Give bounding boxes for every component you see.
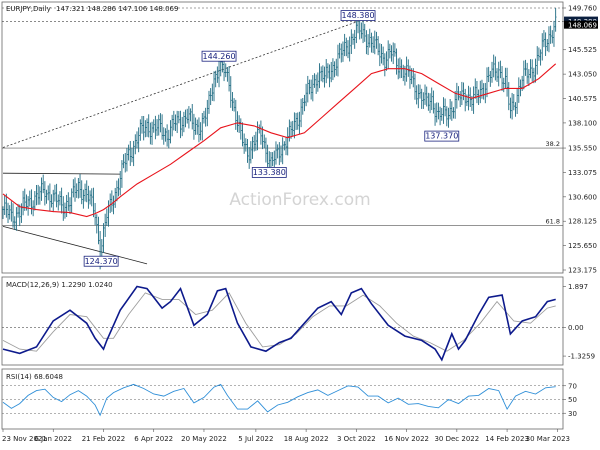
x-tick-label: 16 Nov 2022: [384, 435, 429, 443]
annotation-box: [251, 167, 287, 178]
price-annotations: 124.370 144.260 133.380 148.380 137.370: [83, 10, 460, 267]
price-y-tick-label: 128.125: [568, 218, 597, 226]
rsi-y-tick-label: 30: [568, 410, 577, 418]
rsi-lines: [2, 383, 556, 417]
annotation-box: [424, 130, 460, 142]
price-y-tick-label: 123.175: [568, 267, 597, 275]
price-y-tick-label: 130.600: [568, 193, 597, 201]
rsi-y-tick-label: 70: [568, 382, 577, 390]
last-price-label: 148.069: [568, 22, 597, 30]
price-title-ohlc: 147.321 148.286 147.106 148.069: [56, 5, 178, 13]
price-title: EURJPY,Daily 147.321 148.286 147.106 148…: [6, 5, 178, 13]
price-y-tick-label: 145.525: [568, 46, 597, 54]
trend-dotted-line: [2, 21, 359, 148]
macd-signal-line: [2, 292, 556, 352]
macd-panel-frame: [1, 276, 564, 366]
price-y-tick-label: 135.550: [568, 145, 597, 153]
macd-y-tick-label: 0.00: [568, 324, 584, 332]
macd-panel: MACD(12,26,9) 1.2290 1.0240: [1, 276, 564, 366]
rsi-line: [2, 383, 556, 417]
x-tick-label: 6 Apr 2022: [134, 435, 173, 443]
x-tick-label: 21 Feb 2022: [82, 435, 126, 443]
macd-lines: [2, 285, 556, 362]
price-moving-average: [2, 63, 557, 218]
macd-title: MACD(12,26,9) 1.2290 1.0240: [6, 281, 113, 289]
price-panel: 38.261.8 ActionForex.com 124.370144.2601…: [1, 1, 564, 274]
fib-level-label: 38.2: [546, 140, 560, 148]
x-tick-label: 20 May 2022: [181, 435, 227, 443]
price-y-tick-label: 140.575: [568, 95, 597, 103]
x-tick-label: 23 Nov 2021: [2, 435, 47, 443]
annotation-label: 137.370: [425, 132, 458, 141]
price-y-tick-label: 133.075: [568, 169, 597, 177]
annotation-label: 148.380: [341, 11, 374, 20]
x-tick-label: 14 Feb 2023: [485, 435, 529, 443]
rsi-grid: [2, 385, 563, 414]
x-tick-label: 18 Aug 2022: [284, 435, 329, 443]
macd-main-line: [2, 285, 556, 362]
annotation-label: 124.370: [85, 257, 118, 266]
annotation-box: [201, 50, 237, 62]
price-title-symbol: EURJPY,Daily: [6, 5, 51, 13]
x-tick-label: 6 Jan 2022: [34, 435, 72, 443]
rsi-panel: RSI(14) 68.6048: [1, 368, 564, 430]
x-tick-label: 30 Dec 2022: [434, 435, 479, 443]
price-y-tick-label: 125.650: [568, 242, 597, 250]
price-y-tick-label: 138.100: [568, 119, 597, 127]
price-y-tick-label: 143.050: [568, 71, 597, 79]
x-tick-label: 5 Jul 2022: [238, 435, 273, 443]
annotation-box: [83, 255, 119, 267]
annotation-label: 133.380: [253, 168, 286, 177]
annotation-box: [340, 10, 376, 22]
watermark: ActionForex.com: [229, 190, 370, 210]
y-axes: 149.760148.380145.525143.050140.575138.1…: [563, 5, 598, 418]
rsi-y-tick-label: 50: [568, 396, 577, 404]
annotation-label: 144.260: [202, 52, 235, 61]
rsi-panel-frame: [1, 368, 564, 430]
rsi-title: RSI(14) 68.6048: [6, 373, 63, 381]
channel-top-line: [2, 172, 121, 175]
x-tick-label: 3 Oct 2022: [337, 435, 376, 443]
price-y-tick-label: 149.760: [568, 5, 597, 13]
price-grid: 38.2 61.8: [2, 7, 563, 265]
price-lines: [2, 7, 557, 270]
channel-bottom-line: [2, 226, 148, 265]
macd-y-tick-label: 1.897: [568, 283, 588, 291]
x-tick-label: 30 Mar 2023: [526, 435, 570, 443]
last-price-box: [564, 20, 598, 29]
macd-y-tick-label: -1.3259: [568, 353, 595, 361]
fib-level-label: 61.8: [546, 218, 560, 226]
